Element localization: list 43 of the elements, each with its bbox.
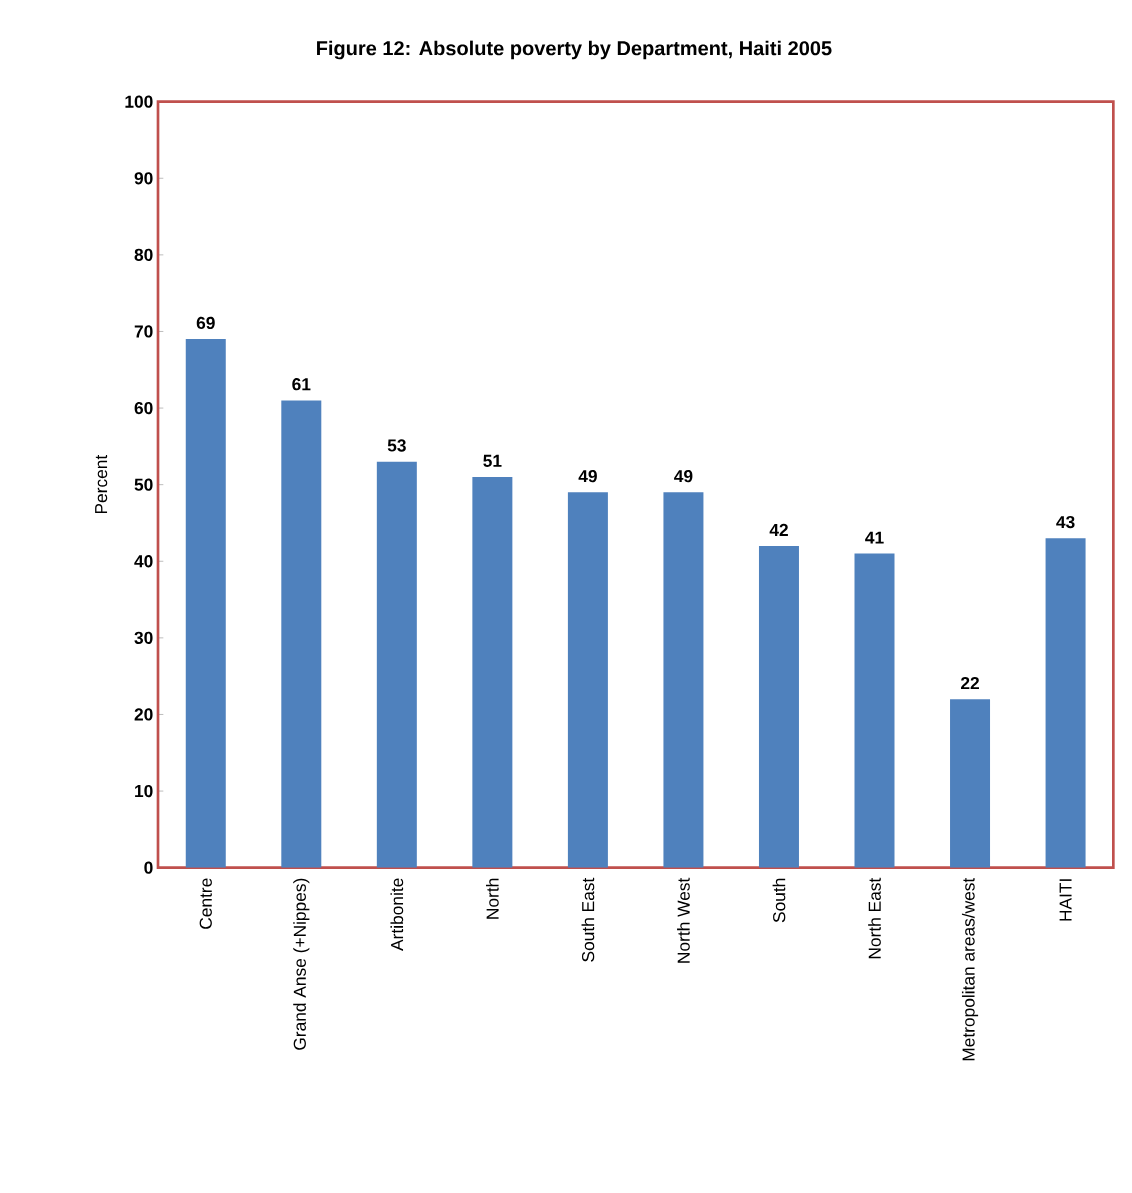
data-label: 53 xyxy=(387,439,406,452)
x-tick-label: North xyxy=(486,878,499,919)
y-tick-label: 20 xyxy=(134,708,153,721)
bar xyxy=(758,545,799,868)
x-tick-label: Metropolitan areas/west xyxy=(961,877,979,1061)
data-label: 43 xyxy=(1056,515,1075,529)
y-tick-label: 0 xyxy=(144,861,153,874)
x-tick-label: South East xyxy=(581,877,595,962)
data-label: 51 xyxy=(483,454,502,467)
x-tick-label: North West xyxy=(677,877,690,963)
y-tick-label: 90 xyxy=(134,172,153,185)
x-tick-label: Centre xyxy=(199,878,212,929)
bar xyxy=(281,400,322,868)
y-tick-label: 100 xyxy=(125,95,153,108)
y-tick-label: 60 xyxy=(134,401,153,415)
x-tick-label: South xyxy=(772,878,786,923)
y-tick-label: 80 xyxy=(134,248,153,261)
y-tick-label: 10 xyxy=(135,784,153,798)
y-tick-label: 50 xyxy=(134,478,153,491)
y-tick-label: 30 xyxy=(134,631,153,645)
bar xyxy=(1045,538,1086,868)
data-label: 41 xyxy=(865,531,884,544)
bar xyxy=(472,477,513,868)
bar xyxy=(663,492,704,868)
y-tick-label: 70 xyxy=(134,325,153,338)
data-label: 61 xyxy=(292,378,311,391)
bar xyxy=(376,461,417,868)
data-label: 42 xyxy=(769,523,788,536)
x-tick-label: Grand Anse (+Nippes) xyxy=(293,878,310,1050)
y-axis-title: Percent xyxy=(95,454,108,514)
data-label: 49 xyxy=(674,470,693,483)
x-tick-label: Artibonite xyxy=(390,878,404,951)
data-label: 49 xyxy=(578,470,597,483)
bar xyxy=(854,553,895,868)
x-tick-label: North East xyxy=(868,877,881,959)
y-tick-label: 40 xyxy=(134,555,153,568)
bar xyxy=(185,339,226,868)
data-label: 22 xyxy=(961,676,979,690)
data-label: 69 xyxy=(196,316,215,330)
chart-title: Figure 12: Absolute poverty by Department, Haiti 2005 xyxy=(317,40,832,60)
x-tick-label: HAITI xyxy=(1059,879,1072,921)
bar xyxy=(950,699,991,868)
bar xyxy=(567,492,608,868)
